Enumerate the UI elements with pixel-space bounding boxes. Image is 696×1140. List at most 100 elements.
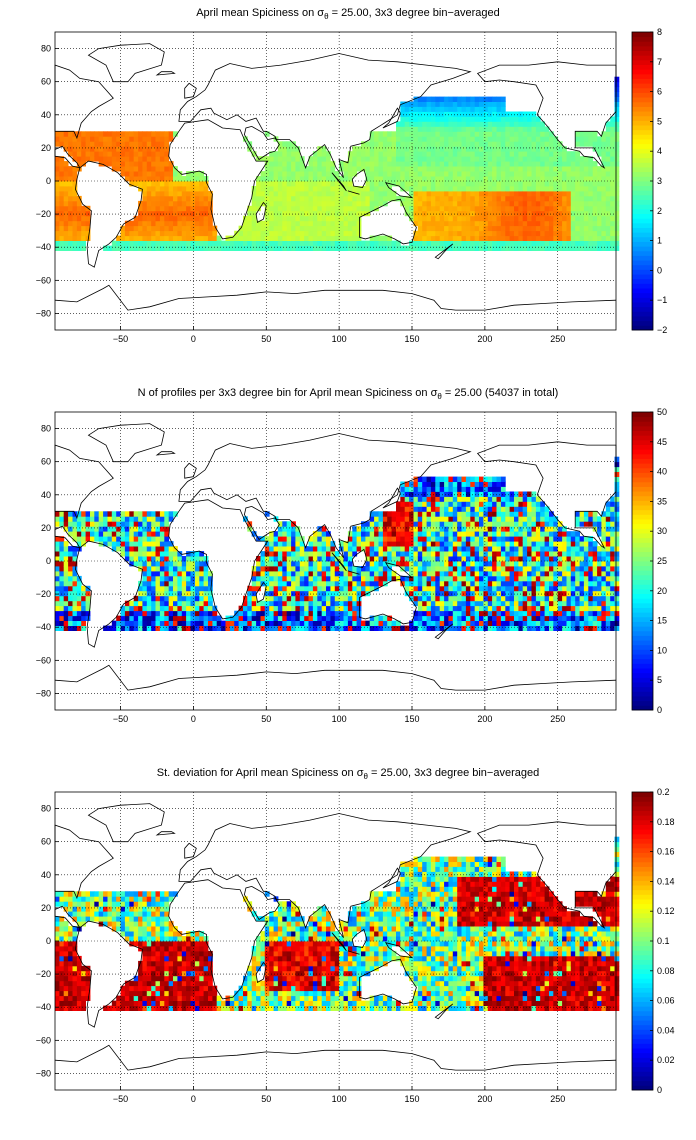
data-cell [155,556,161,562]
data-cell [369,561,375,567]
data-cell [352,590,358,597]
data-cell [509,605,515,612]
data-cell [457,575,462,582]
data-cell [457,526,462,532]
data-cell [522,116,528,122]
data-cell [273,551,279,557]
data-cell [483,126,489,132]
data-cell [452,151,458,157]
data-cell [409,131,414,137]
data-cell [133,600,139,607]
data-cell [264,590,270,597]
data-cell [452,186,458,192]
data-cell [470,156,476,162]
data-cell [116,235,121,241]
data-cell [457,245,462,251]
data-cell [55,521,60,527]
data-cell [81,625,86,631]
data-cell [610,181,615,187]
data-cell [435,481,441,487]
data-cell [138,136,143,142]
data-cell [605,190,611,197]
data-cell [120,235,126,241]
data-cell [439,190,445,197]
data-cell [264,580,270,587]
data-cell [465,521,471,527]
data-cell [286,605,292,612]
data-cell [531,131,537,137]
data-cell [527,240,532,246]
data-cell [592,230,598,237]
data-cell [256,610,261,617]
data-cell [181,240,187,246]
y-tick-label: 20 [41,143,51,153]
data-cell [212,240,218,246]
data-cell [457,220,462,227]
data-cell [483,96,489,102]
data-cell [448,605,454,612]
data-cell [378,200,384,207]
data-cell [68,590,73,597]
data-cell [409,536,414,542]
data-cell [479,151,484,157]
data-cell [496,161,502,167]
data-cell [321,551,327,557]
data-cell [505,575,511,582]
data-cell [133,161,139,167]
data-cell [430,166,436,172]
data-cell [111,131,117,137]
data-cell [474,526,480,532]
data-cell [291,176,296,182]
data-cell [116,161,121,167]
data-cell [68,620,73,626]
data-cell [63,220,69,227]
colorbar-swatch [632,236,653,242]
data-cell [356,546,362,552]
data-cell [448,200,454,207]
data-cell [72,536,78,542]
data-cell [138,141,143,147]
data-cell [151,240,156,246]
data-cell [430,126,436,132]
data-cell [439,126,445,132]
data-cell [557,141,563,147]
data-cell [63,141,69,147]
data-cell [540,156,545,162]
data-cell [273,625,279,631]
data-cell [177,200,183,207]
data-cell [273,205,279,212]
data-cell [457,476,462,482]
data-cell [146,245,152,251]
data-cell [378,245,384,251]
data-cell [592,240,598,246]
data-cell [505,151,511,157]
data-cell [444,585,449,592]
data-cell [76,225,82,232]
data-cell [343,200,349,207]
data-cell [343,215,349,222]
data-cell [199,181,205,187]
data-cell [352,171,358,177]
data-cell [76,541,82,547]
data-cell [286,620,292,626]
data-cell [225,245,231,251]
data-cell [483,561,489,567]
data-cell [400,541,406,547]
data-cell [435,521,441,527]
data-cell [94,536,100,542]
data-cell [251,205,257,212]
data-cell [522,595,528,602]
data-cell [243,600,248,607]
data-cell [479,610,484,617]
data-cell [382,235,388,241]
data-cell [312,536,318,542]
data-cell [404,146,410,152]
data-cell [479,141,484,147]
data-cell [518,210,524,217]
data-cell [409,171,414,177]
data-cell [518,240,524,246]
data-cell [448,181,454,187]
data-cell [562,161,567,167]
data-cell [518,511,524,517]
data-cell [544,136,550,142]
